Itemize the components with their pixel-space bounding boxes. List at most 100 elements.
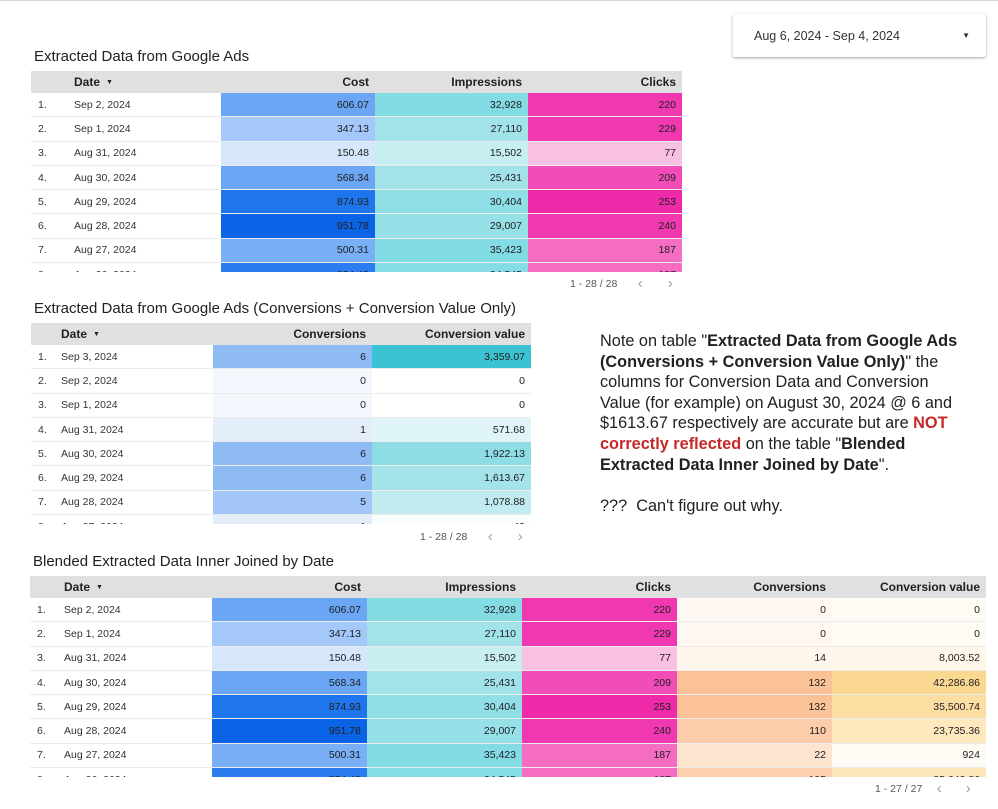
table3-header-conversions[interactable]: Conversions [753,580,826,594]
impressions-cell: 34,545 [375,263,528,272]
table-row[interactable]: 3. Aug 31, 2024 150.48 15,502 77 14 8,003.52 [30,646,986,671]
clicks-cell: 240 [528,214,682,238]
table2: Date ▼ Conversions Conversion value 1. Sep… [31,323,531,524]
table-row[interactable]: 8.Aug 26, 2024854.4934,545187 [31,263,682,272]
date-cell: Sep 1, 2024 [74,122,131,135]
table2-header-date[interactable]: Date ▼ [61,327,100,341]
table1-header-clicks[interactable]: Clicks [640,75,676,89]
prev-page-icon[interactable]: ‹ [487,528,493,545]
table1-header-cost[interactable]: Cost [342,75,369,89]
row-number: 3. [37,652,46,665]
table-row[interactable]: 7. Aug 28, 2024 5 1,078.88 [31,490,531,516]
date-cell: Aug 29, 2024 [61,472,124,485]
table3-body: 1. Sep 2, 2024 606.07 32,928 220 0 0 2. Sep 1, 2… [30,598,986,777]
impressions-cell: 25,431 [367,670,522,695]
table-row[interactable]: 7. Aug 27, 2024 500.31 35,423 187 22 924 [30,743,986,769]
table-row[interactable]: 6. Aug 29, 2024 6 1,613.67 [31,466,531,491]
conversions-cell: 132 [677,695,832,719]
impressions-cell: 29,007 [367,719,522,743]
date-range-picker[interactable]: Aug 6, 2024 - Sep 4, 2024 ▼ [733,14,986,57]
conversion-value-cell: 0 [372,393,531,417]
date-cell: Sep 3, 2024 [61,350,118,363]
conversions-cell: 1 [213,515,372,524]
table1-header-impressions[interactable]: Impressions [451,75,522,89]
clicks-cell: 240 [522,719,677,743]
row-number: 4. [38,171,47,184]
conversions-cell: 5 [213,490,372,515]
conversions-cell: 110 [677,719,832,743]
cost-cell: 854.49 [212,768,367,777]
clicks-cell: 229 [528,117,682,141]
clicks-cell: 253 [522,695,677,719]
table-row[interactable]: 5. Aug 29, 2024 874.93 30,404 253 [31,190,682,215]
table-row[interactable]: 1. Sep 2, 2024 606.07 32,928 220 [31,93,682,118]
table-row[interactable]: 8.Aug 26, 2024854.4934,54518710525,642.8… [30,768,986,777]
table-row[interactable]: 4. Aug 30, 2024 568.34 25,431 209 132 42,286.8… [30,670,986,696]
conversions-cell: 6 [213,345,372,369]
table-row[interactable]: 2. Sep 1, 2024 347.13 27,110 229 [31,117,682,142]
date-cell: Aug 29, 2024 [74,195,137,208]
table-row[interactable]: 3. Aug 31, 2024 150.48 15,502 77 [31,141,682,166]
table-row[interactable]: 2. Sep 2, 2024 0 0 [31,369,531,394]
row-number: 1. [38,98,47,111]
date-cell: Aug 30, 2024 [61,447,124,460]
table-row[interactable]: 6. Aug 28, 2024 951.78 29,007 240 [31,214,682,239]
row-number: 1. [38,350,47,363]
conversions-cell: 0 [213,393,372,417]
clicks-cell: 77 [528,141,682,165]
table2-pager: 1 - 28 / 28 ‹ › [420,528,535,545]
table-row[interactable]: 4. Aug 31, 2024 1 571.68 [31,417,531,443]
table-row[interactable]: 5. Aug 30, 2024 6 1,922.13 [31,442,531,467]
prev-page-icon[interactable]: ‹ [637,275,643,292]
conversions-cell: 0 [213,369,372,393]
table3-header-date[interactable]: Date ▼ [64,580,103,594]
cost-cell: 150.48 [221,141,375,165]
impressions-cell: 27,110 [375,117,528,141]
row-number: 6. [37,725,46,738]
table-row[interactable]: 1. Sep 2, 2024 606.07 32,928 220 0 0 [30,598,986,623]
row-number: 3. [38,399,47,412]
date-cell: Aug 27, 2024 [64,749,127,762]
conversions-cell: 14 [677,646,832,670]
impressions-cell: 35,423 [375,238,528,263]
conversion-value-cell: 571.68 [372,417,531,442]
date-range-label: Aug 6, 2024 - Sep 4, 2024 [754,28,900,43]
row-number: 4. [38,423,47,436]
table3-header-clicks[interactable]: Clicks [635,580,671,594]
table-row[interactable]: 7. Aug 27, 2024 500.31 35,423 187 [31,238,682,264]
table-row[interactable]: 1. Sep 3, 2024 6 3,359.07 [31,345,531,370]
table1-header-date[interactable]: Date ▼ [74,75,113,89]
next-page-icon[interactable]: › [965,780,971,797]
date-cell: Aug 26, 2024 [74,263,221,272]
table3-header-cost[interactable]: Cost [334,580,361,594]
date-cell: Aug 28, 2024 [64,725,127,738]
conversions-cell: 132 [677,670,832,695]
sort-desc-icon: ▼ [96,583,103,591]
row-number: 7. [38,496,47,509]
impressions-cell: 15,502 [367,646,522,670]
table2-header-conversion-value[interactable]: Conversion value [424,327,525,341]
next-page-icon[interactable]: › [667,275,673,292]
table-row[interactable]: 5. Aug 29, 2024 874.93 30,404 253 132 35,500.7… [30,695,986,720]
conversions-cell: 6 [213,442,372,466]
table-row[interactable]: 6. Aug 28, 2024 951.78 29,007 240 110 23,735.3… [30,719,986,744]
date-cell: Aug 28, 2024 [74,220,137,233]
dropdown-caret-icon: ▼ [962,31,970,40]
table-row[interactable]: 4. Aug 30, 2024 568.34 25,431 209 [31,165,682,191]
table2-header-conversions[interactable]: Conversions [293,327,366,341]
table2-title: Extracted Data from Google Ads (Conversi… [34,300,517,317]
top-divider [0,0,998,1]
clicks-cell: 187 [528,238,682,263]
next-page-icon[interactable]: › [517,528,523,545]
table3-header-conversion-value[interactable]: Conversion value [879,580,980,594]
table-row[interactable]: 3. Sep 1, 2024 0 0 [31,393,531,418]
conversions-cell: 22 [677,743,832,768]
table-row[interactable]: 8.Aug 27, 2024149 [31,515,531,524]
date-cell: Aug 28, 2024 [61,496,124,509]
table-row[interactable]: 2. Sep 1, 2024 347.13 27,110 229 0 0 [30,622,986,647]
table3-header-impressions[interactable]: Impressions [445,580,516,594]
table2-header: Date ▼ Conversions Conversion value [31,323,531,345]
prev-page-icon[interactable]: ‹ [936,780,942,797]
clicks-cell: 187 [528,263,682,272]
date-cell: Aug 26, 2024 [64,768,212,777]
